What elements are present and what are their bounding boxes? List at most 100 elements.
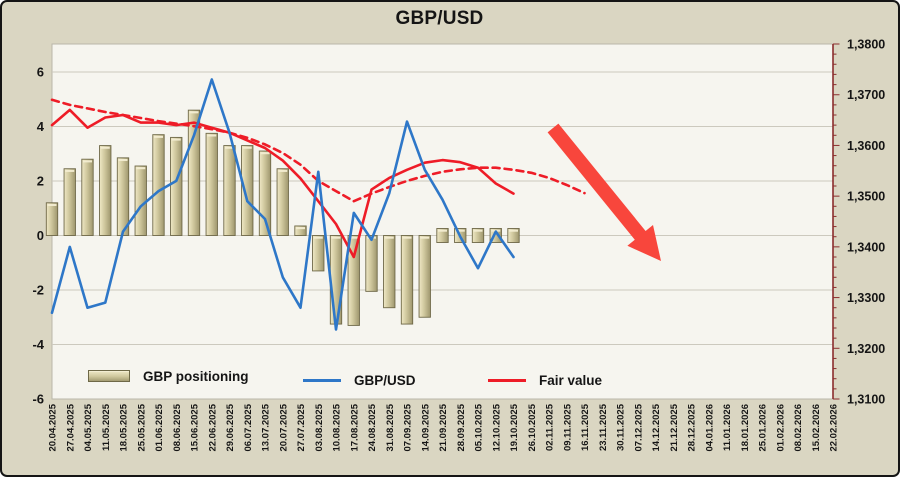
x-axis-date-label: 04.05.2025: [83, 403, 94, 451]
bar-31.08.2025: [383, 235, 396, 309]
x-axis-date-label: 16.11.2025: [580, 403, 591, 451]
x-axis-date-label: 30.11.2025: [616, 403, 627, 451]
x-axis-date-label: 03.08.2025: [314, 403, 325, 451]
bar-22.06.2025: [205, 132, 218, 236]
x-axis-date-label: 20.07.2025: [278, 403, 289, 451]
bar-11.05.2025: [99, 145, 112, 236]
bar-21.09.2025: [436, 228, 449, 243]
right-axis-label: 1,3600: [847, 139, 885, 153]
x-axis-date-label: 08.02.2026: [793, 404, 804, 452]
x-axis-date-label: 07.09.2025: [403, 403, 414, 451]
legend-label-gbp-positioning: GBP positioning: [143, 368, 249, 384]
x-axis-date-label: 10.08.2025: [332, 403, 343, 451]
left-axis-label: 6: [37, 65, 44, 80]
left-axis-label: -6: [32, 392, 44, 407]
trend-arrow-down-icon: [547, 123, 661, 261]
legend-label-fair-value: Fair value: [539, 372, 603, 388]
right-axis-label: 1,3300: [847, 291, 885, 305]
x-axis-date-label: 01.06.2025: [154, 403, 165, 451]
right-axis-label: 1,3400: [847, 240, 885, 254]
x-axis-date-label: 13.07.2025: [261, 403, 272, 451]
x-axis-date-label: 25.01.2026: [758, 404, 769, 452]
x-axis-date-label: 01.02.2026: [775, 404, 786, 452]
x-axis-date-label: 26.10.2025: [527, 403, 538, 451]
left-axis-label: -2: [32, 283, 44, 298]
right-axis-label: 1,3200: [847, 342, 885, 356]
gbp-positioning-swatch-icon: [88, 370, 130, 382]
legend-label-gbpusd: GBP/USD: [354, 372, 416, 388]
x-axis-date-label: 11.05.2025: [101, 403, 112, 451]
bar-03.08.2025: [312, 235, 325, 272]
x-axis-date-label: 20.04.2025: [48, 403, 59, 451]
x-axis-date-label: 24.08.2025: [367, 403, 378, 451]
left-axis-label: 4: [37, 119, 45, 134]
bar-14.09.2025: [418, 235, 431, 318]
gbpusd-line-swatch-icon: [303, 378, 341, 382]
x-axis-date-label: 23.11.2025: [598, 403, 609, 451]
bar-27.04.2025: [63, 168, 76, 236]
bar-04.05.2025: [81, 158, 94, 236]
x-axis-date-label: 18.05.2025: [119, 403, 130, 451]
x-axis-date-label: 29.06.2025: [225, 403, 236, 451]
bar-29.06.2025: [223, 145, 236, 236]
legend-item-gbp-positioning: GBP positioning: [88, 368, 249, 384]
bar-24.08.2025: [365, 235, 378, 292]
x-axis-date-label: 04.01.2026: [704, 404, 715, 452]
x-axis-date-label: 08.06.2025: [172, 403, 183, 451]
x-axis-date-label: 11.01.2026: [722, 404, 733, 451]
x-axis-date-label: 27.04.2025: [65, 403, 76, 451]
bar-17.08.2025: [347, 235, 360, 326]
legend-item-gbpusd: GBP/USD: [303, 372, 416, 388]
line-gbp-usd: [50, 78, 515, 331]
x-axis-date-label: 31.08.2025: [385, 403, 396, 451]
x-axis-date-label: 27.07.2025: [296, 403, 307, 451]
x-axis-date-label: 22.02.2026: [829, 404, 840, 452]
x-axis-date-label: 17.08.2025: [349, 403, 360, 451]
right-axis-label: 1,3500: [847, 190, 885, 204]
bar-06.07.2025: [241, 145, 254, 236]
x-axis-date-label: 15.06.2025: [190, 403, 201, 451]
x-axis-date-label: 07.12.2025: [633, 403, 644, 451]
bar-01.06.2025: [152, 134, 165, 236]
left-axis-label: 2: [37, 174, 44, 189]
bar-19.10.2025: [507, 228, 520, 243]
x-axis-date-label: 21.09.2025: [438, 403, 449, 451]
left-axis-label: -4: [32, 337, 44, 352]
line-fair-value: [50, 108, 515, 259]
chart-title: GBP/USD: [395, 8, 484, 29]
bar-15.06.2025: [187, 109, 201, 236]
x-axis-date-label: 28.12.2025: [687, 403, 698, 451]
x-axis-date-label: 09.11.2025: [562, 403, 573, 451]
fair-value-line-swatch-icon: [488, 378, 526, 382]
bar-07.09.2025: [400, 235, 414, 325]
legend-item-fair-value: Fair value: [488, 372, 602, 388]
bar-05.10.2025: [471, 228, 485, 243]
bar-25.05.2025: [134, 165, 147, 236]
x-axis-date-label: 14.12.2025: [651, 403, 662, 451]
bar-08.06.2025: [170, 136, 183, 236]
x-axis-date-label: 14.09.2025: [420, 403, 431, 451]
bar-27.07.2025: [294, 225, 307, 236]
x-axis-date-label: 06.07.2025: [243, 403, 254, 451]
x-axis-date-label: 28.09.2025: [456, 403, 467, 451]
right-axis-label: 1,3100: [847, 393, 885, 407]
x-axis-date-label: 18.01.2026: [740, 404, 751, 452]
right-axis-label: 1,3700: [847, 88, 885, 102]
bar-20.04.2025: [45, 202, 59, 236]
x-axis-date-label: 22.06.2025: [207, 403, 218, 451]
x-axis-date-label: 21.12.2025: [669, 403, 680, 451]
x-axis-date-label: 25.05.2025: [136, 403, 147, 451]
right-axis-label: 1,3800: [847, 38, 885, 52]
left-axis-label: 0: [37, 228, 44, 243]
x-axis-date-label: 02.11.2025: [545, 403, 556, 451]
x-axis-date-label: 12.10.2025: [491, 403, 502, 451]
x-axis-date-label: 19.10.2025: [509, 403, 520, 451]
gbp-positioning-bars: [45, 109, 520, 326]
bar-20.07.2025: [276, 168, 289, 236]
x-axis-date-label: 05.10.2025: [474, 403, 485, 451]
bar-13.07.2025: [258, 150, 272, 236]
plot-area: [51, 43, 834, 400]
x-axis-date-label: 15.02.2026: [811, 404, 822, 452]
